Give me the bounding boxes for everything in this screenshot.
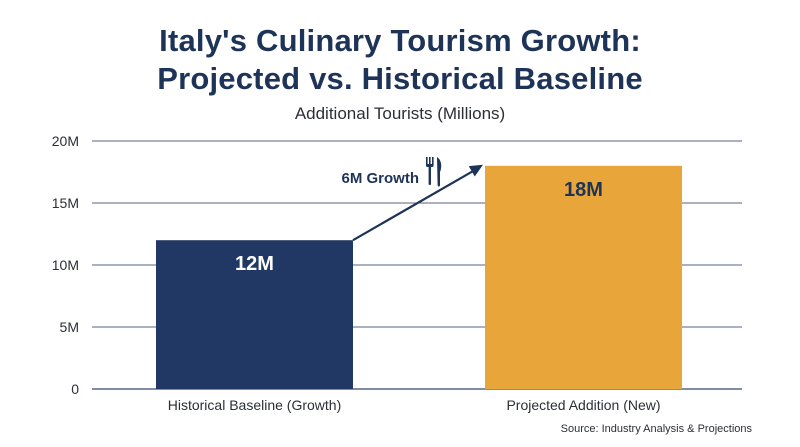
data-label: 18M <box>564 179 603 201</box>
chart-title-line-1: Italy's Culinary Tourism Growth: <box>159 23 641 58</box>
y-tick-label: 5M <box>60 319 79 335</box>
x-tick-label: Historical Baseline (Growth) <box>168 397 342 413</box>
source-note: Source: Industry Analysis & Projections <box>560 423 752 435</box>
chart-title-line-2: Projected vs. Historical Baseline <box>157 61 643 96</box>
bar <box>485 165 682 389</box>
growth-arrow-line <box>352 167 478 242</box>
chart-subtitle: Additional Tourists (Millions) <box>294 104 506 123</box>
y-tick-label: 0 <box>71 381 79 397</box>
y-tick-label: 10M <box>52 257 79 273</box>
fork-knife-icon <box>426 157 442 187</box>
data-label: 12M <box>235 253 274 275</box>
growth-arrow-head <box>468 164 483 177</box>
y-tick-label: 15M <box>52 195 79 211</box>
x-tick-label: Projected Addition (New) <box>506 397 660 413</box>
y-tick-label: 20M <box>52 133 79 149</box>
chart-title: Italy's Culinary Tourism Growth: Project… <box>0 22 800 98</box>
bar <box>156 240 353 389</box>
growth-annotation-label: 6M Growth <box>342 170 420 187</box>
